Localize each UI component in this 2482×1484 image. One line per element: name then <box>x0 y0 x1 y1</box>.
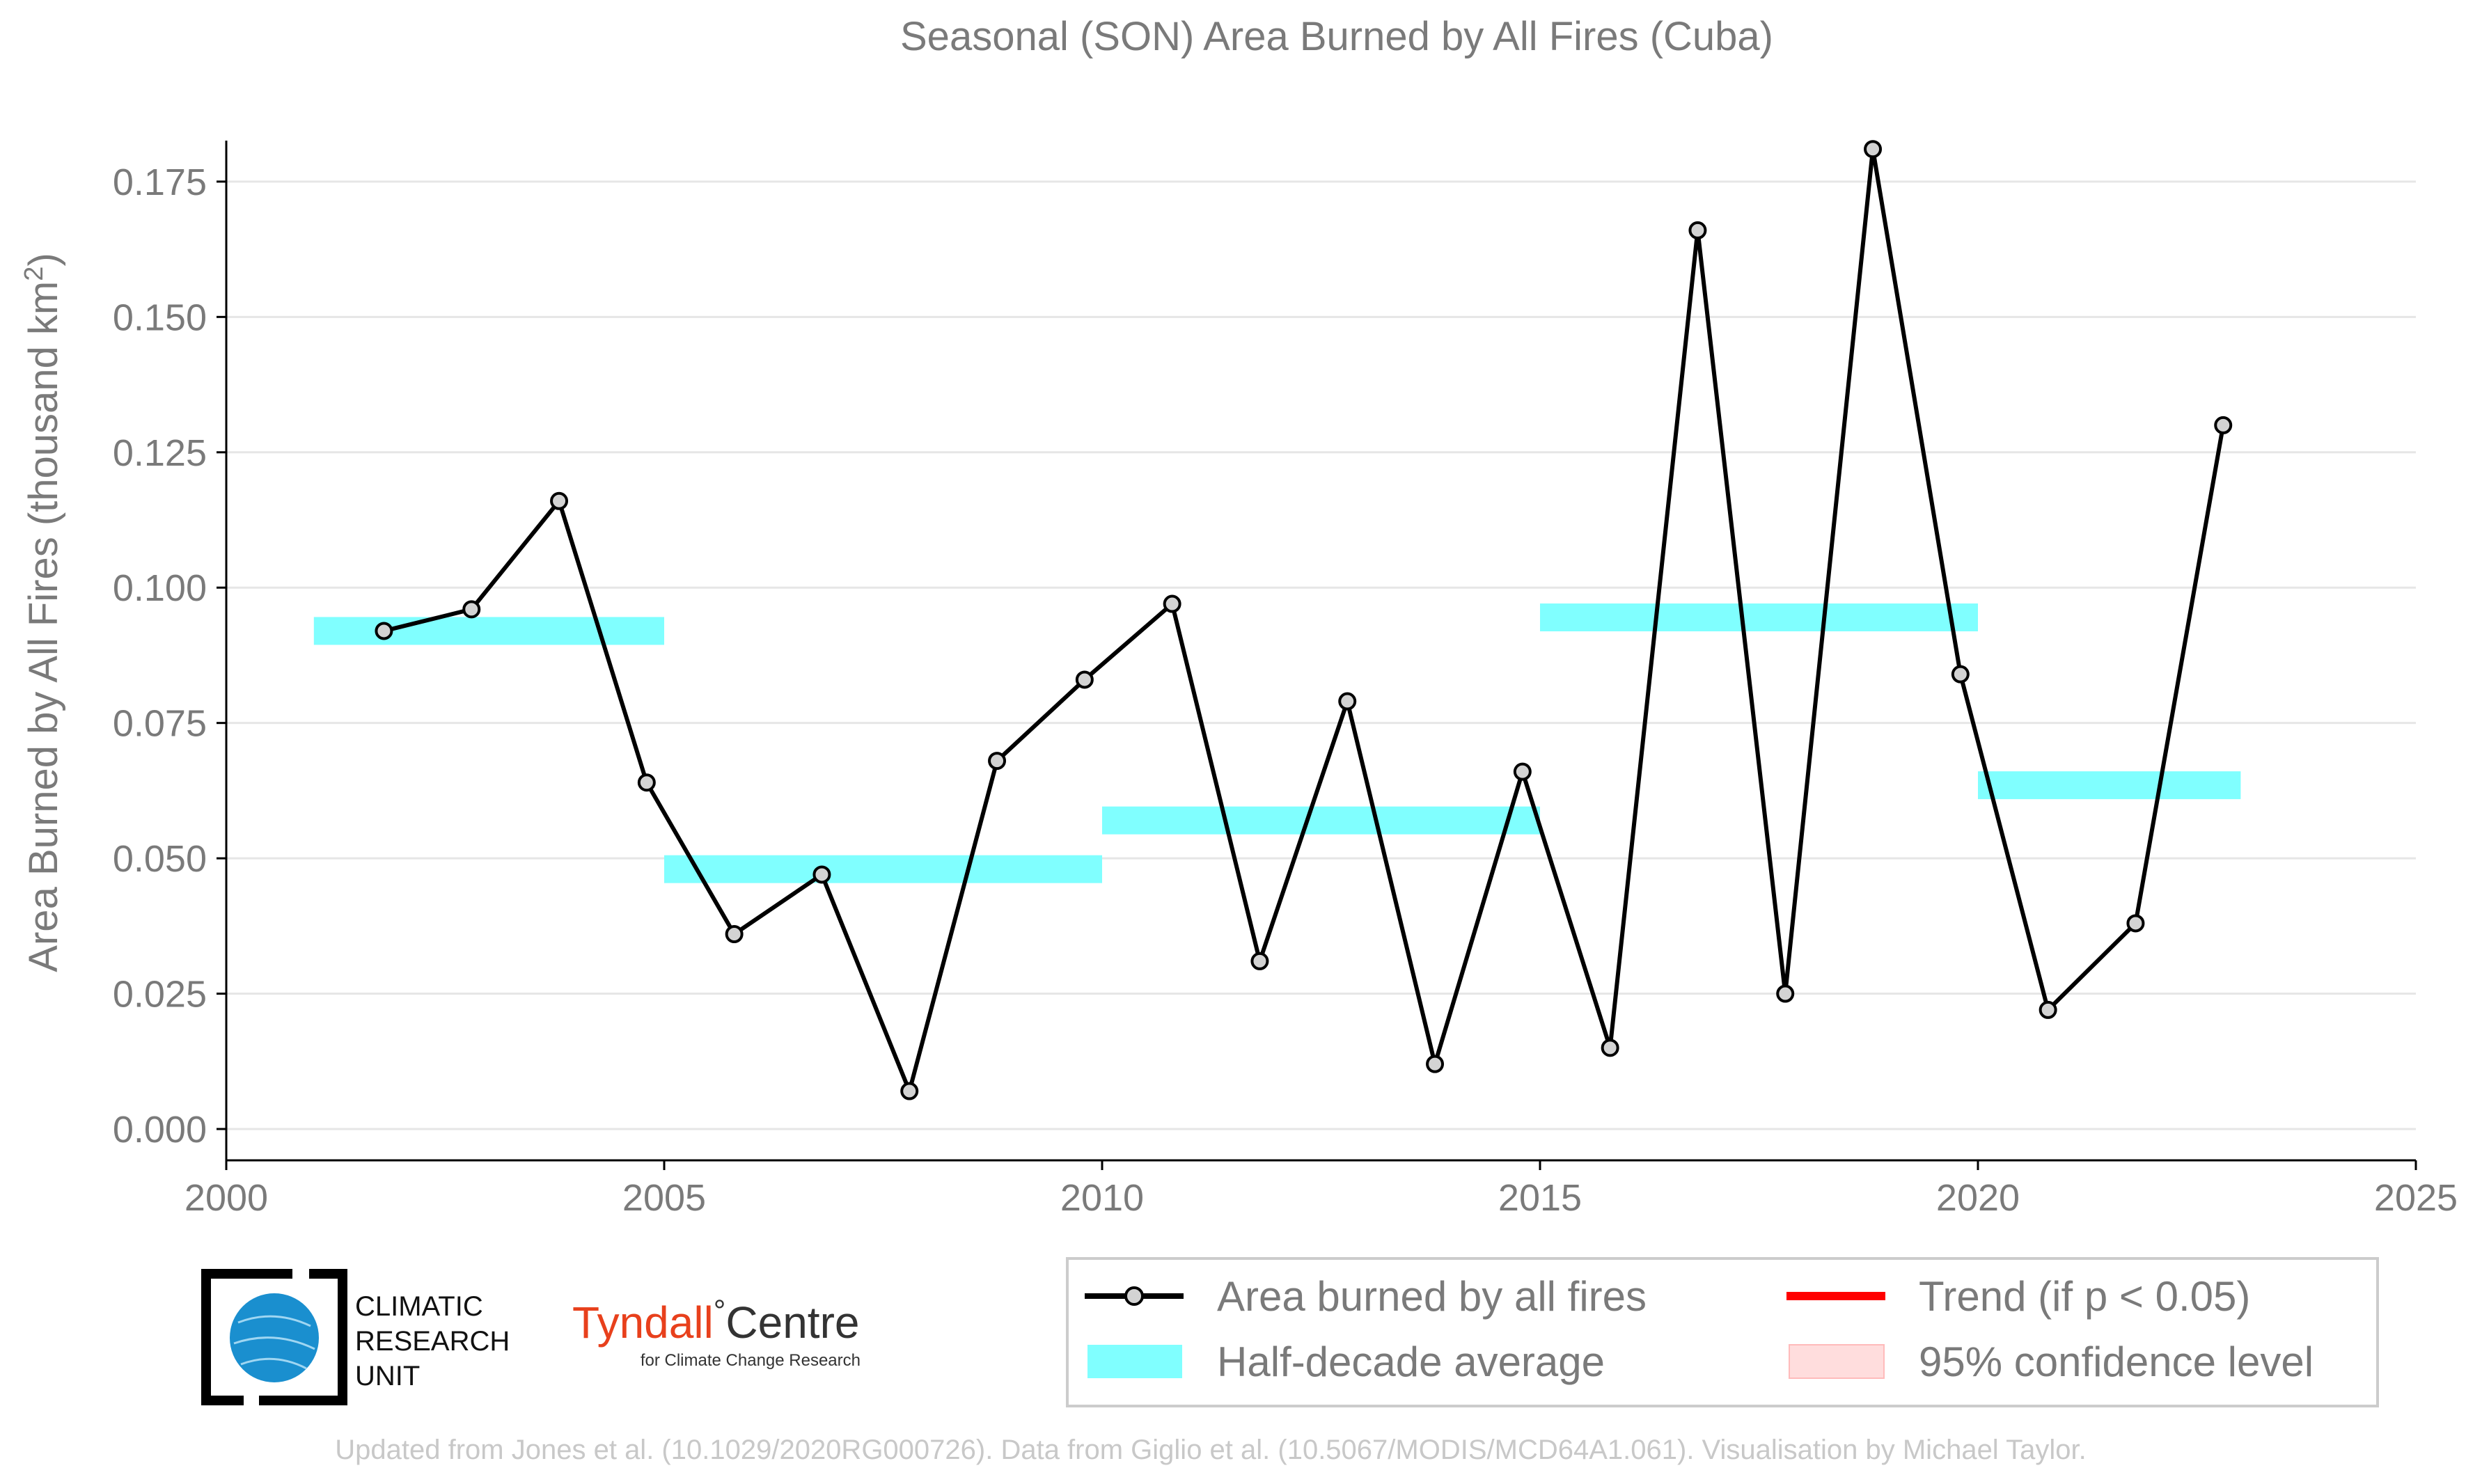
half-decade-bar <box>1978 771 2241 800</box>
data-point <box>462 600 481 619</box>
half-decade-bar <box>1540 603 1978 631</box>
y-axis-label: Area Burned by All Fires (thousand km2) <box>19 253 66 972</box>
y-tick-label: 0.025 <box>113 974 207 1016</box>
tyndall-name-b: Centre <box>725 1297 859 1348</box>
data-point <box>1601 1039 1619 1057</box>
tyndall-logo: Tyndall°Centre for Climate Change Resear… <box>572 1294 861 1371</box>
legend-marker-swatch <box>1124 1286 1144 1306</box>
data-point <box>1776 984 1795 1003</box>
cru-text-line3: UNIT <box>355 1361 420 1391</box>
half-decade-averages <box>313 603 2241 883</box>
legend-label-area-burned: Area burned by all fires <box>1217 1273 1647 1320</box>
data-point <box>1864 140 1883 159</box>
y-tick-label: 0.000 <box>113 1109 207 1151</box>
x-tick-label: 2025 <box>2374 1177 2458 1219</box>
half-decade-bar <box>313 617 664 645</box>
x-tick-label: 2015 <box>1498 1177 1582 1219</box>
legend: Area burned by all fires Trend (if p < 0… <box>1066 1257 2379 1407</box>
data-point <box>988 752 1007 771</box>
cru-logo-bracket-left <box>201 1269 292 1405</box>
y-tick-label: 0.150 <box>113 297 207 338</box>
cru-logo-bracket-right <box>259 1269 347 1405</box>
data-point <box>637 773 656 792</box>
data-point <box>1250 952 1269 970</box>
tyndall-subtitle: for Climate Change Research <box>641 1351 861 1370</box>
data-point <box>2039 1000 2057 1019</box>
legend-label-trend: Trend (if p < 0.05) <box>1919 1273 2250 1320</box>
cru-logo: CLIMATIC RESEARCH UNIT <box>201 1269 510 1405</box>
legend-label-confidence: 95% confidence level <box>1919 1339 2314 1385</box>
tyndall-wordmark: Tyndall°Centre <box>572 1294 859 1348</box>
legend-label-half-decade: Half-decade average <box>1217 1339 1605 1385</box>
series-area-burned <box>375 140 2233 1100</box>
y-axis-label-sup: 2 <box>19 267 49 281</box>
footer-credits: Updated from Jones et al. (10.1029/2020R… <box>335 1435 2086 1465</box>
cru-globe-lines <box>233 1315 315 1370</box>
half-decade-bar <box>664 855 1102 883</box>
data-point <box>725 925 744 943</box>
series-line <box>383 147 2226 1094</box>
data-point <box>1426 1055 1445 1073</box>
y-axis-label-main: Area Burned by All Fires (thousand km <box>21 281 66 972</box>
gridlines <box>226 180 2416 1130</box>
data-point <box>900 1082 919 1100</box>
x-tick-label: 2020 <box>1936 1177 2020 1219</box>
y-tick-label: 0.050 <box>113 838 207 880</box>
data-point <box>1163 594 1181 613</box>
data-point <box>550 491 569 510</box>
data-point <box>1075 670 1094 689</box>
x-tick-label: 2005 <box>622 1177 706 1219</box>
y-tick-label: 0.100 <box>113 567 207 609</box>
y-tick-label: 0.125 <box>113 432 207 474</box>
half-decade-bar <box>1102 806 1540 835</box>
data-point <box>375 622 393 640</box>
y-axis-label-close: ) <box>21 253 66 266</box>
legend-half-decade-swatch <box>1087 1345 1182 1378</box>
data-point <box>1513 762 1532 781</box>
data-point <box>2214 416 2233 434</box>
axes: 0.000 0.025 0.050 0.075 0.100 0.125 0.150 0.175… <box>113 141 2458 1219</box>
tyndall-degree: ° <box>714 1294 726 1328</box>
data-point <box>1951 665 1970 684</box>
tyndall-name-a: Tyndall <box>572 1297 714 1348</box>
x-tick-label: 2000 <box>184 1177 268 1219</box>
data-point <box>812 865 831 884</box>
chart-title: Seasonal (SON) Area Burned by All Fires … <box>900 14 1773 59</box>
y-tick-label: 0.175 <box>113 161 207 203</box>
legend-confidence-swatch <box>1789 1344 1885 1379</box>
data-point <box>1338 692 1357 711</box>
data-point <box>1688 221 1707 239</box>
legend-box <box>1066 1257 2379 1407</box>
y-tick-label: 0.075 <box>113 703 207 745</box>
cru-text-line2: RESEARCH <box>355 1326 510 1357</box>
cru-text-line1: CLIMATIC <box>355 1291 483 1322</box>
x-tick-label: 2010 <box>1060 1177 1144 1219</box>
data-point <box>2126 914 2145 933</box>
